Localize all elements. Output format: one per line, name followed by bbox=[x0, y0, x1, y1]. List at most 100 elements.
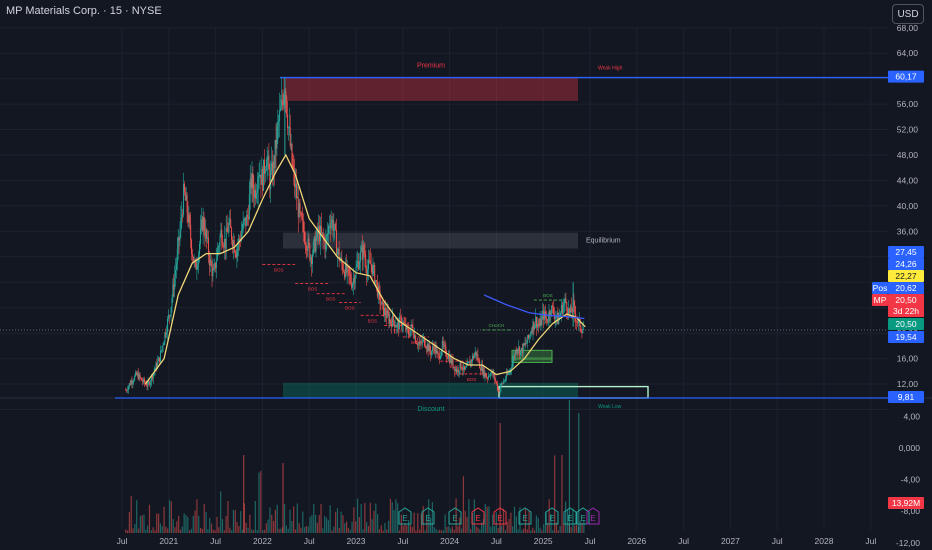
candle-body bbox=[281, 99, 283, 102]
candle-body bbox=[277, 121, 279, 127]
volume-bar bbox=[126, 530, 129, 533]
candle-body bbox=[560, 304, 562, 313]
candle-body bbox=[390, 319, 392, 323]
candle-body bbox=[287, 127, 289, 129]
candle-body bbox=[420, 341, 422, 343]
candle-body bbox=[547, 320, 549, 323]
candle-body bbox=[481, 365, 483, 374]
candle-body bbox=[494, 374, 496, 380]
candle-body bbox=[217, 247, 219, 250]
candle-body bbox=[334, 224, 336, 228]
candle-body bbox=[444, 344, 446, 347]
time-tick: Jul bbox=[117, 536, 128, 546]
candle-body bbox=[324, 239, 326, 250]
candle-body bbox=[245, 217, 247, 227]
candle-body bbox=[408, 328, 410, 335]
time-tick: 2028 bbox=[815, 536, 834, 546]
candle-body bbox=[498, 390, 500, 392]
candle-body bbox=[361, 246, 363, 260]
volume-bar bbox=[223, 530, 225, 533]
candle-body bbox=[359, 261, 361, 269]
price-tick: 44,00 bbox=[897, 175, 919, 185]
candle-body bbox=[554, 317, 556, 319]
candle-body bbox=[151, 375, 153, 379]
candle-body bbox=[328, 225, 330, 227]
candle-body bbox=[304, 242, 306, 245]
volume-bar bbox=[218, 527, 220, 533]
candle-body bbox=[419, 341, 421, 345]
candle-body bbox=[563, 302, 565, 306]
earnings-letter: E bbox=[522, 514, 527, 523]
candle-body bbox=[279, 107, 281, 111]
candle-body bbox=[296, 196, 298, 199]
candle-body bbox=[431, 351, 433, 356]
volume-bar bbox=[497, 528, 499, 533]
candle-body bbox=[418, 343, 420, 345]
volume-bar bbox=[506, 522, 508, 533]
candle-body bbox=[231, 227, 233, 240]
candle-body bbox=[219, 236, 221, 246]
candle-body bbox=[231, 239, 233, 247]
candle-body bbox=[403, 322, 405, 324]
discount-zone bbox=[283, 382, 578, 398]
volume-bar bbox=[533, 530, 536, 533]
candle-body bbox=[561, 304, 563, 314]
earnings-letter: E bbox=[590, 514, 595, 523]
candle-body bbox=[322, 232, 324, 238]
price-badge-text: 20,50 bbox=[895, 295, 917, 305]
candle-body bbox=[237, 245, 239, 250]
currency-button[interactable]: USD bbox=[892, 4, 924, 24]
candle-body bbox=[577, 319, 579, 324]
candle-body bbox=[535, 317, 537, 326]
volume-bar bbox=[267, 519, 269, 533]
price-badge-text: MP bbox=[874, 295, 887, 305]
candle-body bbox=[129, 383, 131, 385]
candle-body bbox=[521, 347, 523, 354]
candle-body bbox=[552, 305, 554, 308]
candle-body bbox=[422, 338, 424, 343]
candle-body bbox=[265, 166, 267, 171]
volume-bar bbox=[271, 514, 273, 533]
candle-body bbox=[514, 350, 516, 358]
volume-bar bbox=[243, 455, 245, 533]
volume-bars bbox=[125, 400, 585, 533]
candle-body bbox=[474, 351, 476, 355]
candle-body bbox=[201, 219, 203, 230]
candle-body bbox=[337, 249, 339, 252]
candle-body bbox=[567, 310, 569, 315]
volume-bar bbox=[524, 509, 527, 533]
price-badge-text: 13,92M bbox=[892, 498, 920, 508]
candle-body bbox=[581, 331, 583, 334]
candle-body bbox=[130, 380, 132, 385]
candle-body bbox=[375, 280, 377, 282]
candle-body bbox=[283, 94, 285, 105]
volume-bar bbox=[519, 507, 521, 533]
candle-body bbox=[150, 381, 152, 385]
volume-bar bbox=[137, 528, 140, 533]
candle-body bbox=[367, 269, 369, 276]
candle-body bbox=[461, 367, 463, 370]
candle-body bbox=[230, 219, 232, 228]
candle-body bbox=[125, 390, 127, 392]
candle-body bbox=[233, 240, 235, 252]
volume-bar bbox=[355, 521, 357, 533]
candle-body bbox=[263, 159, 265, 174]
candle-body bbox=[342, 263, 344, 271]
volume-bar bbox=[214, 530, 216, 533]
candle-body bbox=[576, 321, 578, 324]
candle-body bbox=[142, 380, 144, 383]
candle-body bbox=[200, 219, 202, 229]
candle-body bbox=[512, 356, 514, 362]
weak-low-label: Weak Low bbox=[598, 404, 622, 410]
volume-bar bbox=[358, 517, 360, 533]
candle-body bbox=[316, 228, 318, 239]
candle-body bbox=[351, 282, 353, 288]
volume-bar bbox=[344, 523, 346, 533]
grid bbox=[0, 27, 932, 530]
candle-body bbox=[372, 265, 374, 275]
volume-bar bbox=[311, 515, 313, 533]
candle-body bbox=[190, 224, 192, 241]
volume-bar bbox=[479, 529, 481, 533]
volume-bar bbox=[460, 528, 463, 533]
